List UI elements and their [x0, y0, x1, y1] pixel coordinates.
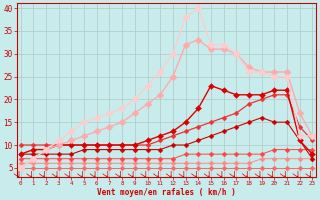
X-axis label: Vent moyen/en rafales ( km/h ): Vent moyen/en rafales ( km/h ) [97, 188, 236, 197]
